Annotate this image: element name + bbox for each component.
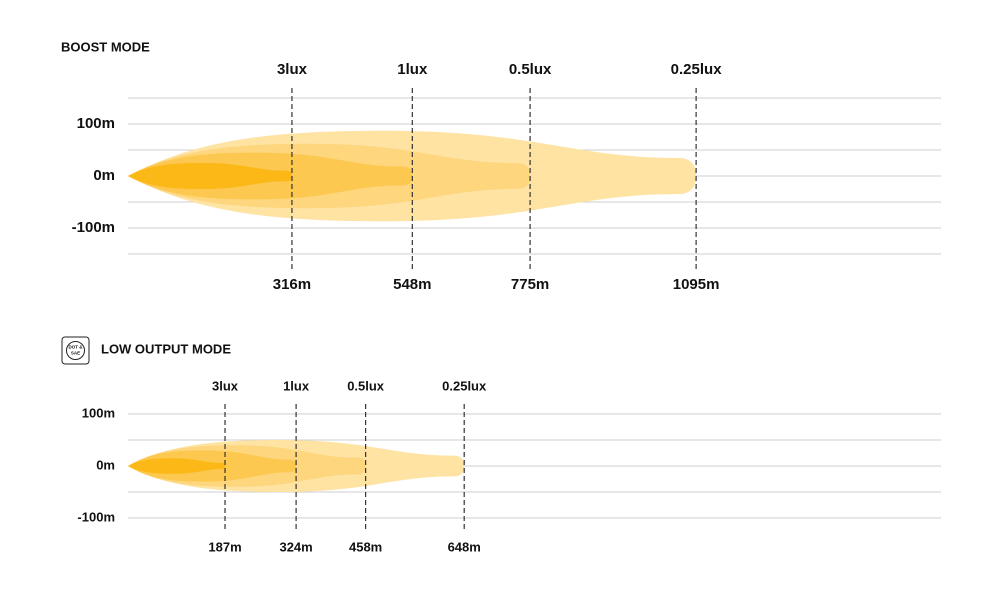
lux-label: 3lux bbox=[212, 378, 239, 393]
y-tick-label: 100m bbox=[82, 405, 115, 420]
badge-text: DOT & bbox=[69, 345, 84, 350]
distance-label: 1095m bbox=[673, 276, 720, 293]
distance-label: 548m bbox=[393, 276, 431, 293]
lux-label: 1lux bbox=[283, 378, 310, 393]
y-tick-label: -100m bbox=[77, 509, 115, 524]
chart-title: LOW OUTPUT MODE bbox=[101, 341, 231, 356]
lux-label: 0.25lux bbox=[671, 61, 723, 78]
beam-zone bbox=[128, 163, 292, 189]
y-tick-label: -100m bbox=[72, 219, 115, 236]
distance-label: 316m bbox=[273, 276, 311, 293]
distance-label: 324m bbox=[279, 539, 312, 554]
distance-label: 187m bbox=[208, 539, 241, 554]
beam-zone bbox=[128, 458, 226, 474]
y-tick-label: 100m bbox=[77, 115, 115, 132]
distance-label: 458m bbox=[349, 539, 382, 554]
badge-icon: DOT & SAE bbox=[61, 336, 90, 365]
lux-label: 0.5lux bbox=[347, 378, 385, 393]
y-tick-label: 0m bbox=[96, 457, 115, 472]
lux-label: 3lux bbox=[277, 61, 308, 78]
lux-label: 1lux bbox=[397, 61, 428, 78]
y-tick-label: 0m bbox=[93, 167, 115, 184]
badge-circle bbox=[66, 341, 85, 360]
lux-label: 0.5lux bbox=[509, 61, 552, 78]
distance-label: 775m bbox=[511, 276, 549, 293]
chart-title: BOOST MODE bbox=[61, 39, 150, 54]
distance-label: 648m bbox=[448, 539, 481, 554]
lux-label: 0.25lux bbox=[442, 378, 487, 393]
badge-frame bbox=[61, 336, 90, 365]
badge-text: SAE bbox=[71, 351, 80, 356]
